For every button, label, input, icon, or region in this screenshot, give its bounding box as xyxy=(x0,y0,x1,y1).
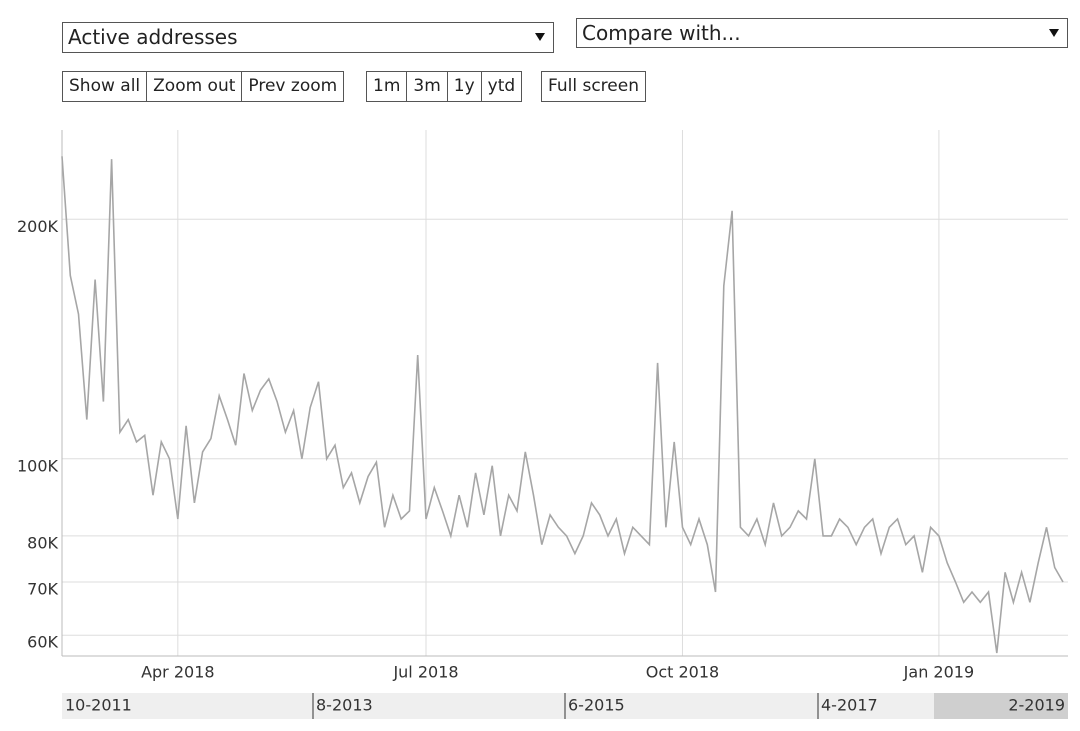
y-tick-label: 200K xyxy=(17,217,59,236)
range-buttons: 1m 3m 1y ytd xyxy=(366,71,523,102)
x-tick-label: Apr 2018 xyxy=(141,663,214,682)
navigator-label: 6-2015 xyxy=(568,696,625,715)
metric-label: Active addresses xyxy=(68,25,238,49)
y-tick-label: 80K xyxy=(27,533,58,552)
zoom-buttons: Show all Zoom out Prev zoom xyxy=(62,71,345,102)
button[interactable]: 3m xyxy=(407,72,448,101)
metric-select[interactable]: Active addresses xyxy=(62,22,554,53)
fullscreen-group: Full screen xyxy=(541,71,646,102)
data-line xyxy=(61,156,1064,654)
dropdown-arrow xyxy=(535,33,545,41)
x-tick-label: Jan 2019 xyxy=(903,663,974,682)
navigator-label: 2-2019 xyxy=(1008,696,1065,715)
button[interactable]: Zoom out xyxy=(147,72,243,101)
compare-label: Compare with... xyxy=(582,21,741,45)
navigator-label: 4-2017 xyxy=(821,696,878,715)
y-tick-label: 60K xyxy=(27,633,58,652)
y-tick-label: 70K xyxy=(27,579,58,598)
navigator-label: 10-2011 xyxy=(65,696,132,715)
button[interactable]: 1m xyxy=(367,72,408,101)
button[interactable]: Full screen xyxy=(548,76,639,96)
button[interactable]: Show all xyxy=(63,72,148,101)
button[interactable]: ytd xyxy=(487,76,516,96)
y-tick-label: 100K xyxy=(17,456,59,475)
compare-select[interactable]: Compare with... xyxy=(576,18,1068,48)
x-tick-label: Jul 2018 xyxy=(392,663,458,682)
navigator-label: 8-2013 xyxy=(316,696,373,715)
x-tick-label: Oct 2018 xyxy=(646,663,719,682)
navigator-selection[interactable] xyxy=(934,693,1068,719)
dropdown-arrow xyxy=(1049,29,1059,37)
button[interactable]: 1y xyxy=(448,72,482,101)
button[interactable]: Prev zoom xyxy=(248,76,338,96)
